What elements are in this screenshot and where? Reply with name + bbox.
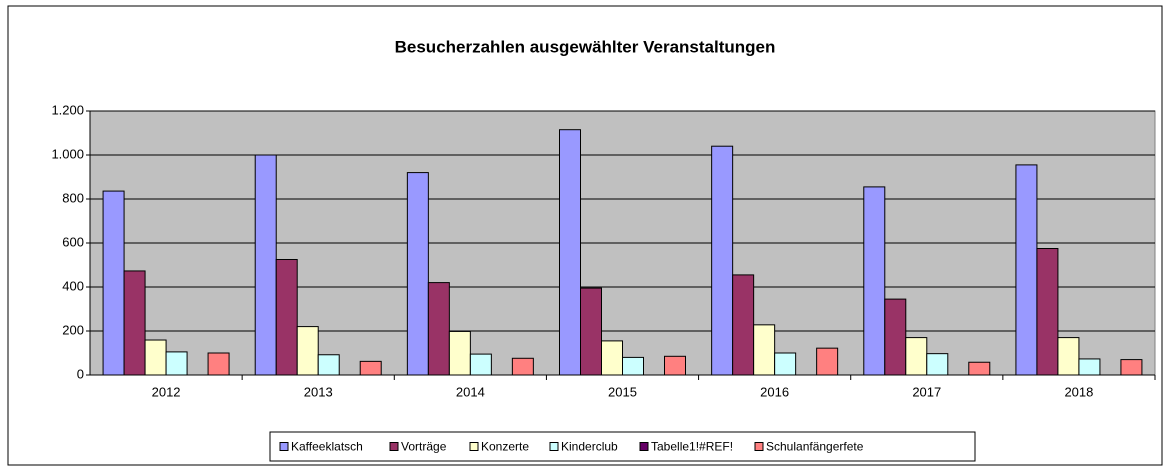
bar [254,154,277,376]
y-tick-label: 1.200 [51,102,84,117]
bar [359,360,382,376]
x-tick-label: 2015 [608,384,637,399]
chart-title: Besucherzahlen ausgewählter Veranstaltun… [395,37,776,56]
bar [123,270,146,376]
bar [711,145,734,376]
bar [968,361,991,376]
bar [863,186,886,376]
legend-label: Kaffeeklatsch [291,440,363,454]
bar [469,353,492,376]
bar [1057,337,1080,376]
bar [884,298,907,376]
bar [1036,248,1059,376]
bar [774,352,797,376]
legend-label: Konzerte [481,440,529,454]
bar [406,172,429,376]
bar [427,282,450,376]
bar [1078,358,1101,376]
legend-label: Vorträge [401,440,447,454]
y-tick-label: 600 [62,234,84,249]
legend-box [269,431,976,462]
bar [448,330,471,376]
bar [1120,359,1143,376]
bar [102,190,125,376]
bar [622,356,644,376]
legend-swatch [639,442,649,451]
x-tick-label: 2013 [304,384,333,399]
legend-swatch [279,442,289,451]
bar [144,339,167,376]
legend-label: Tabelle1!#REF! [651,440,733,454]
legend-swatch [549,442,559,451]
bar [664,355,686,376]
bar [165,351,188,376]
bar [580,287,602,376]
bar [1015,164,1038,376]
bar [753,324,776,376]
x-tick-label: 2018 [1064,384,1093,399]
y-tick-label: 800 [62,190,84,205]
bar [905,337,928,376]
y-tick-label: 0 [77,366,84,381]
x-tick-label: 2017 [912,384,941,399]
legend-swatch [754,442,764,451]
legend-swatch [469,442,479,451]
legend-label: Schulanfängerfete [766,440,864,454]
bar [559,129,581,376]
x-tick-label: 2014 [456,384,485,399]
y-tick-label: 200 [62,322,84,337]
bar [601,340,623,376]
x-tick-label: 2012 [152,384,181,399]
y-tick-label: 1.000 [51,146,84,161]
bar [732,274,755,376]
bar [207,352,230,376]
y-tick-label: 400 [62,278,84,293]
bar [926,353,949,376]
bar [275,259,298,376]
bar [317,354,340,376]
bar [816,347,839,376]
legend-swatch [389,442,399,451]
legend-label: Kinderclub [561,440,618,454]
bar [296,326,319,376]
x-tick-label: 2016 [760,384,789,399]
bar [511,357,534,376]
